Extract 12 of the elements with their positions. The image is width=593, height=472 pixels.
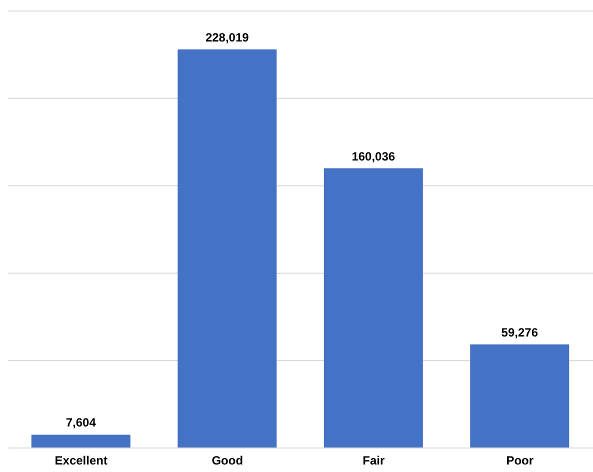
bar — [324, 168, 423, 448]
bar — [31, 434, 130, 448]
data-label: 160,036 — [352, 149, 396, 164]
x-tick-label: Poor — [506, 454, 534, 468]
bar — [178, 49, 277, 448]
x-tick-label: Good — [212, 454, 244, 468]
x-tick-label: Fair — [362, 454, 385, 468]
data-label: 228,019 — [205, 30, 250, 44]
data-label: 7,604 — [66, 416, 96, 430]
x-tick-label: Excellent — [54, 454, 108, 468]
data-label: 59,276 — [501, 325, 538, 340]
bar — [470, 344, 570, 448]
